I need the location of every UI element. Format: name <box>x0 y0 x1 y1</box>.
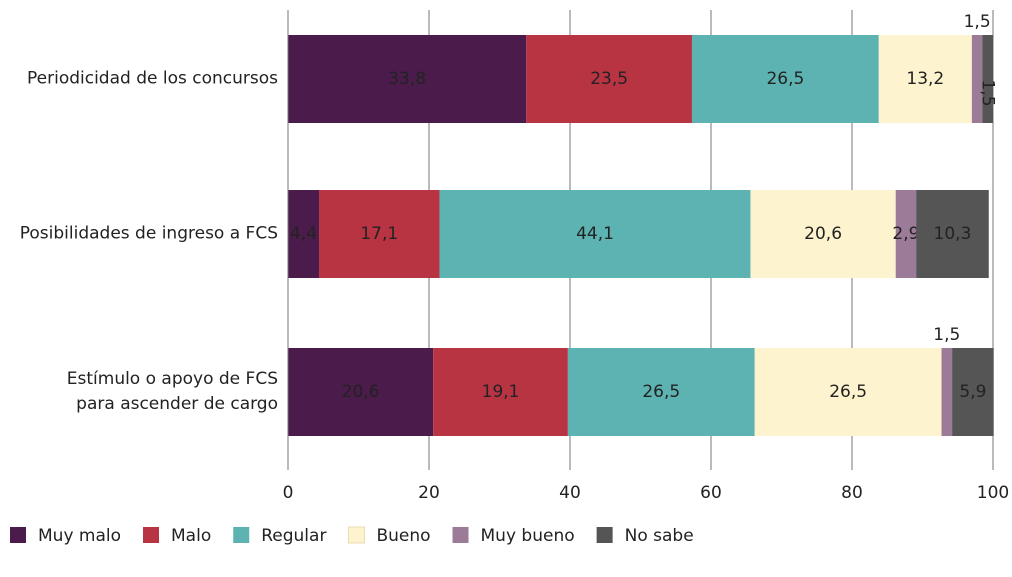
legend-label: Regular <box>261 526 326 546</box>
category-label: Periodicidad de los concursos <box>27 68 278 89</box>
legend-label: Malo <box>171 526 211 546</box>
bar-segment <box>433 348 568 436</box>
legend-swatch <box>347 526 365 544</box>
value-label: 1,5 <box>964 12 991 32</box>
bar-segment <box>526 35 692 123</box>
value-label: 20,6 <box>804 224 842 244</box>
legend-swatch <box>233 527 250 543</box>
bar-segment <box>288 35 527 123</box>
legend-label: Muy bueno <box>481 526 575 546</box>
bar-segment <box>941 348 953 436</box>
value-label: 26,5 <box>766 69 804 89</box>
bar-segment <box>288 190 320 278</box>
x-tick-label: 20 <box>418 483 440 503</box>
value-label: 19,1 <box>482 382 520 402</box>
legend-swatch <box>143 527 160 543</box>
bar-segment <box>952 348 994 436</box>
value-label: 1,5 <box>933 325 960 345</box>
category-label: Posibilidades de ingreso a FCS <box>19 223 278 244</box>
bar-segment <box>319 190 440 278</box>
legend-label: Muy malo <box>38 526 121 546</box>
bar-segment <box>754 348 942 436</box>
bar-segment <box>567 348 755 436</box>
bar-segment <box>691 35 879 123</box>
value-label: 20,6 <box>342 382 380 402</box>
bar-segment <box>916 190 989 278</box>
bar-segment <box>750 190 896 278</box>
value-label: 23,5 <box>590 69 628 89</box>
value-label: 26,5 <box>642 382 680 402</box>
bar-segment <box>895 190 917 278</box>
legend-swatch <box>10 527 26 543</box>
bar-segment <box>288 348 434 436</box>
legend-swatch <box>596 527 613 543</box>
bar-segment <box>878 35 972 123</box>
bar-segment <box>439 190 751 278</box>
value-label: 1,5 <box>978 79 998 106</box>
category-label: Estímulo o apoyo de FCS para ascender de… <box>66 369 278 414</box>
bar-segment <box>982 35 993 123</box>
x-tick-label: 0 <box>283 483 294 503</box>
legend-label: No sabe <box>625 526 694 546</box>
value-label: 33,8 <box>388 69 426 89</box>
bar-segment <box>971 35 983 123</box>
x-tick-label: 40 <box>559 483 581 503</box>
legend-swatch <box>452 527 469 543</box>
legend-label: Bueno <box>376 526 430 546</box>
x-tick-label: 100 <box>977 483 1009 503</box>
x-tick-label: 60 <box>700 483 722 503</box>
value-label: 26,5 <box>829 382 867 402</box>
value-label: 4,4 <box>290 224 317 244</box>
x-tick-label: 80 <box>841 483 863 503</box>
value-label: 2,9 <box>892 224 919 244</box>
value-label: 10,3 <box>934 224 972 244</box>
value-label: 17,1 <box>360 224 398 244</box>
value-label: 44,1 <box>576 224 614 244</box>
value-label: 5,9 <box>959 382 986 402</box>
value-label: 13,2 <box>906 69 944 89</box>
